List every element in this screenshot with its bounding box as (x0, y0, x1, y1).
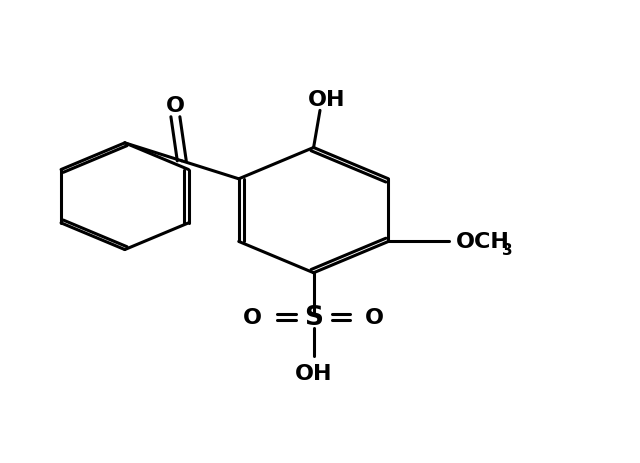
Text: OCH: OCH (456, 232, 509, 252)
Text: O: O (243, 307, 262, 327)
Text: OH: OH (295, 363, 332, 383)
Text: O: O (166, 96, 185, 116)
Text: S: S (304, 304, 323, 330)
Text: 3: 3 (502, 243, 513, 258)
Text: OH: OH (308, 89, 345, 110)
Text: O: O (365, 307, 384, 327)
